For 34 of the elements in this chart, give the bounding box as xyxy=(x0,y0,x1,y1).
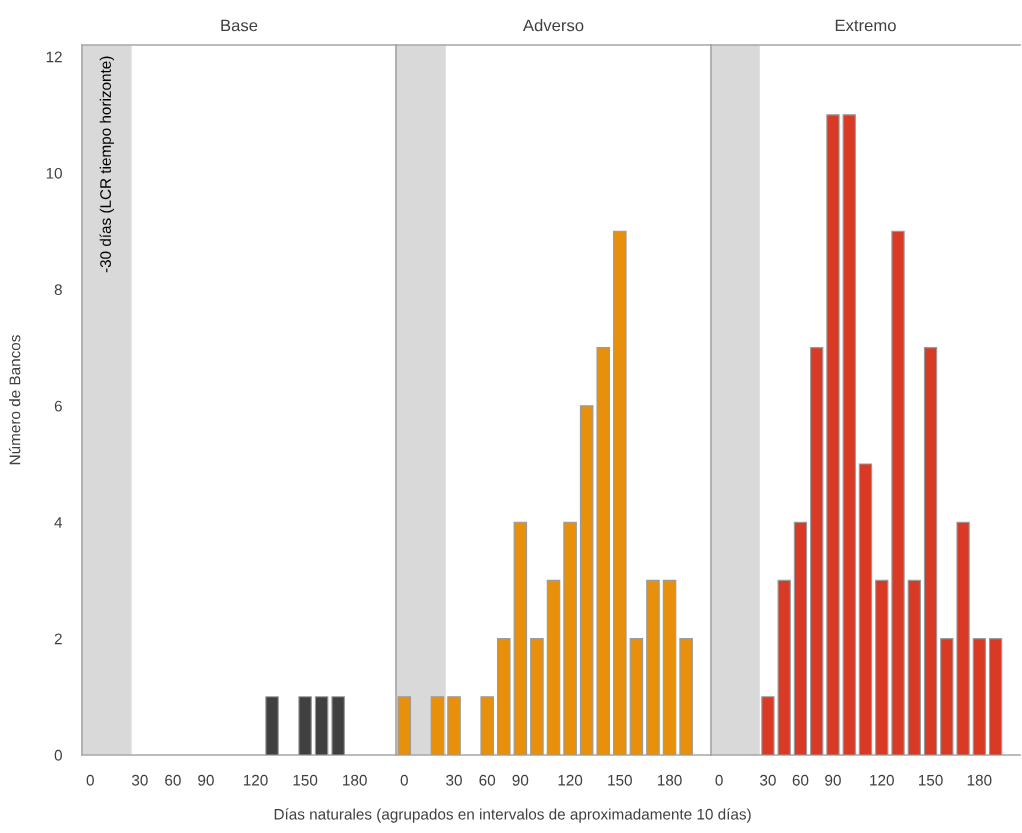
y-tick-label: 10 xyxy=(46,167,62,179)
x-tick-label: 180 xyxy=(657,774,682,786)
y-tick-label: 4 xyxy=(54,517,63,528)
y-axis-title: Número de Bancos xyxy=(8,335,21,465)
y-tick-label: 12 xyxy=(46,51,62,63)
x-tick-label: 180 xyxy=(967,774,992,786)
y-tick-label: 6 xyxy=(54,400,62,412)
x-tick-label: 180 xyxy=(343,774,367,786)
x-tick-label: 0 xyxy=(400,774,408,786)
band-label: -30 días (LCR tiempo horizonte) xyxy=(99,56,114,273)
chart-title: Extremo xyxy=(835,19,896,32)
x-tick-label: 30 xyxy=(446,774,462,786)
y-tick-label: 2 xyxy=(54,633,62,645)
x-axis-title: Días naturales (agrupados en intervalos de aproximadamente 10 días) xyxy=(274,808,751,823)
x-tick-label: 0 xyxy=(715,774,723,786)
y-tick-label: 0 xyxy=(54,749,62,761)
x-tick-label: 120 xyxy=(243,774,268,786)
x-tick-label: 90 xyxy=(825,774,841,786)
x-tick-label: 60 xyxy=(792,774,809,786)
x-tick-label: 0 xyxy=(86,774,94,786)
chart-title: Adverso xyxy=(522,19,584,32)
x-tick-label: 150 xyxy=(293,774,318,786)
x-tick-label: 90 xyxy=(512,774,529,786)
x-tick-label: 150 xyxy=(608,774,632,786)
x-tick-label: 30 xyxy=(131,774,148,786)
chart-title: Base xyxy=(221,19,258,32)
x-tick-label: 60 xyxy=(165,774,181,786)
x-tick-label: 150 xyxy=(918,774,943,786)
x-tick-label: 30 xyxy=(760,774,776,786)
y-tick-label: 8 xyxy=(54,284,62,296)
x-tick-label: 90 xyxy=(198,774,214,786)
x-tick-label: 120 xyxy=(870,774,894,786)
x-tick-label: 120 xyxy=(558,774,583,786)
x-tick-label: 60 xyxy=(479,774,496,786)
